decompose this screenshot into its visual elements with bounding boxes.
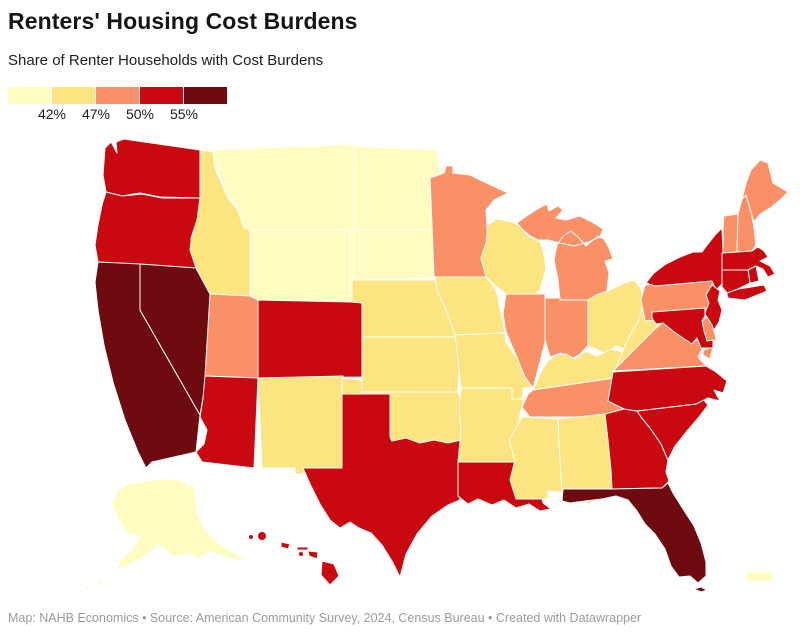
page-title: Renters' Housing Cost Burdens <box>8 8 358 34</box>
state-vermont[interactable] <box>722 213 739 254</box>
state-florida[interactable] <box>561 482 708 593</box>
color-legend: 42% 47% 50% 55% <box>8 87 248 123</box>
state-new-jersey[interactable] <box>704 284 723 331</box>
state-new-york[interactable] <box>645 227 768 301</box>
state-indiana[interactable] <box>544 297 589 361</box>
state-connecticut[interactable] <box>721 269 751 294</box>
legend-tick-47: 47% <box>81 106 111 122</box>
attribution-footer: Map: NAHB Economics • Source: American C… <box>8 611 642 625</box>
state-maryland[interactable] <box>651 307 714 349</box>
state-wisconsin[interactable] <box>480 218 547 295</box>
state-kansas[interactable] <box>361 336 461 393</box>
legend-tick-42: 42% <box>37 106 67 122</box>
state-maine[interactable] <box>741 159 789 223</box>
state-north-carolina[interactable] <box>607 365 728 412</box>
legend-swatch-5 <box>184 87 228 104</box>
state-washington[interactable] <box>102 138 201 199</box>
state-wyoming[interactable] <box>249 229 353 303</box>
state-arizona[interactable] <box>195 375 259 469</box>
legend-swatches <box>8 87 248 104</box>
state-new-mexico[interactable] <box>257 375 344 475</box>
state-north-dakota[interactable] <box>353 145 441 231</box>
state-texas[interactable] <box>302 393 462 578</box>
state-south-dakota[interactable] <box>351 229 444 281</box>
legend-swatch-1 <box>8 87 52 104</box>
state-colorado[interactable] <box>257 299 367 379</box>
legend-swatch-2 <box>52 87 96 104</box>
state-oregon[interactable] <box>94 191 201 269</box>
legend-tick-55: 55% <box>169 106 199 122</box>
state-michigan[interactable] <box>516 203 614 301</box>
state-mississippi[interactable] <box>508 416 563 500</box>
legend-ticks: 42% 47% 50% 55% <box>8 106 248 123</box>
page-subtitle: Share of Renter Households with Cost Bur… <box>8 52 324 69</box>
territory-puerto-rico[interactable] <box>745 571 774 583</box>
legend-swatch-4 <box>140 87 184 104</box>
state-utah[interactable] <box>204 293 259 379</box>
state-alaska[interactable] <box>83 478 247 591</box>
legend-tick-50: 50% <box>125 106 155 122</box>
state-hawaii[interactable] <box>249 532 340 586</box>
legend-swatch-3 <box>96 87 140 104</box>
